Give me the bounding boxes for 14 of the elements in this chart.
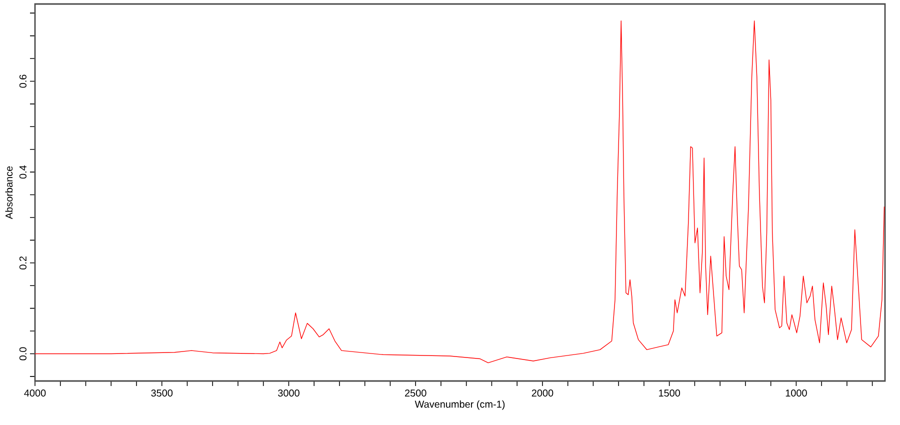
x-tick-label: 4000 — [24, 390, 46, 397]
x-tick-label: 1000 — [786, 390, 807, 397]
y-tick-label: 0.4 — [19, 165, 26, 179]
x-tick-label: 2000 — [532, 390, 554, 397]
y-tick-label: 0.6 — [19, 74, 26, 88]
x-axis-title: Wavenumber (cm-1) — [414, 400, 505, 410]
x-tick-label: 2500 — [405, 390, 426, 397]
x-tick-label: 3500 — [151, 390, 173, 397]
line-series — [34, 20, 885, 364]
y-tick-label: 0.2 — [19, 256, 26, 270]
y-axis-title: Absorbance — [5, 166, 13, 220]
y-tick-label: 0.0 — [19, 347, 26, 360]
x-tick-label: 1500 — [659, 390, 680, 397]
x-tick-label: 3000 — [278, 390, 300, 397]
